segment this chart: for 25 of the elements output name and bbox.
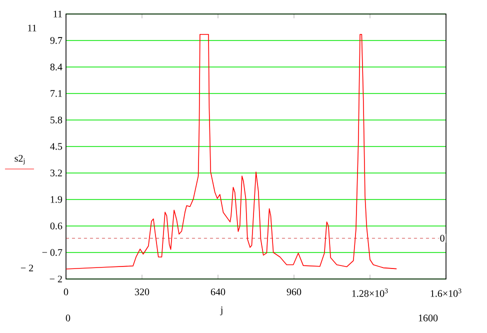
y-tick-label: 8.4 (50, 64, 62, 70)
text: − 2 (20, 264, 34, 272)
x-axis-title: j (220, 306, 222, 316)
y-axis-title: s2$_{j}$ (14, 154, 25, 165)
x-tick-label: 1.28×10$^{3}$ (352, 288, 388, 297)
x-tick-label: 320 (134, 288, 150, 296)
y-tick-label: 4.5 (50, 143, 62, 150)
line-series (66, 34, 397, 270)
y-tick-label: 7.1 (50, 90, 62, 97)
y-tick-label: 5.8 (50, 116, 62, 124)
x-tick-label: 640 (210, 288, 226, 296)
y-tick-label: 1.9 (50, 196, 62, 203)
y-tick-label: 3.2 (50, 170, 62, 176)
y-tick-label: − 0.7 (42, 249, 62, 256)
x-tick-label: 1.6×10$^{3}$ (430, 288, 462, 297)
y-tick-label: 9.7 (50, 37, 62, 44)
y-tick-label: − 2 (50, 276, 62, 282)
ref-line-label: 0 (440, 234, 444, 242)
text: 11 (28, 24, 36, 32)
x-tick-label: 960 (286, 288, 302, 296)
text: 0 (66, 314, 70, 322)
y-tick-label: 11 (54, 10, 62, 18)
text: 1600 (418, 314, 438, 322)
y-tick-label: 0.6 (50, 222, 62, 230)
x-tick-label: 0 (64, 288, 68, 296)
